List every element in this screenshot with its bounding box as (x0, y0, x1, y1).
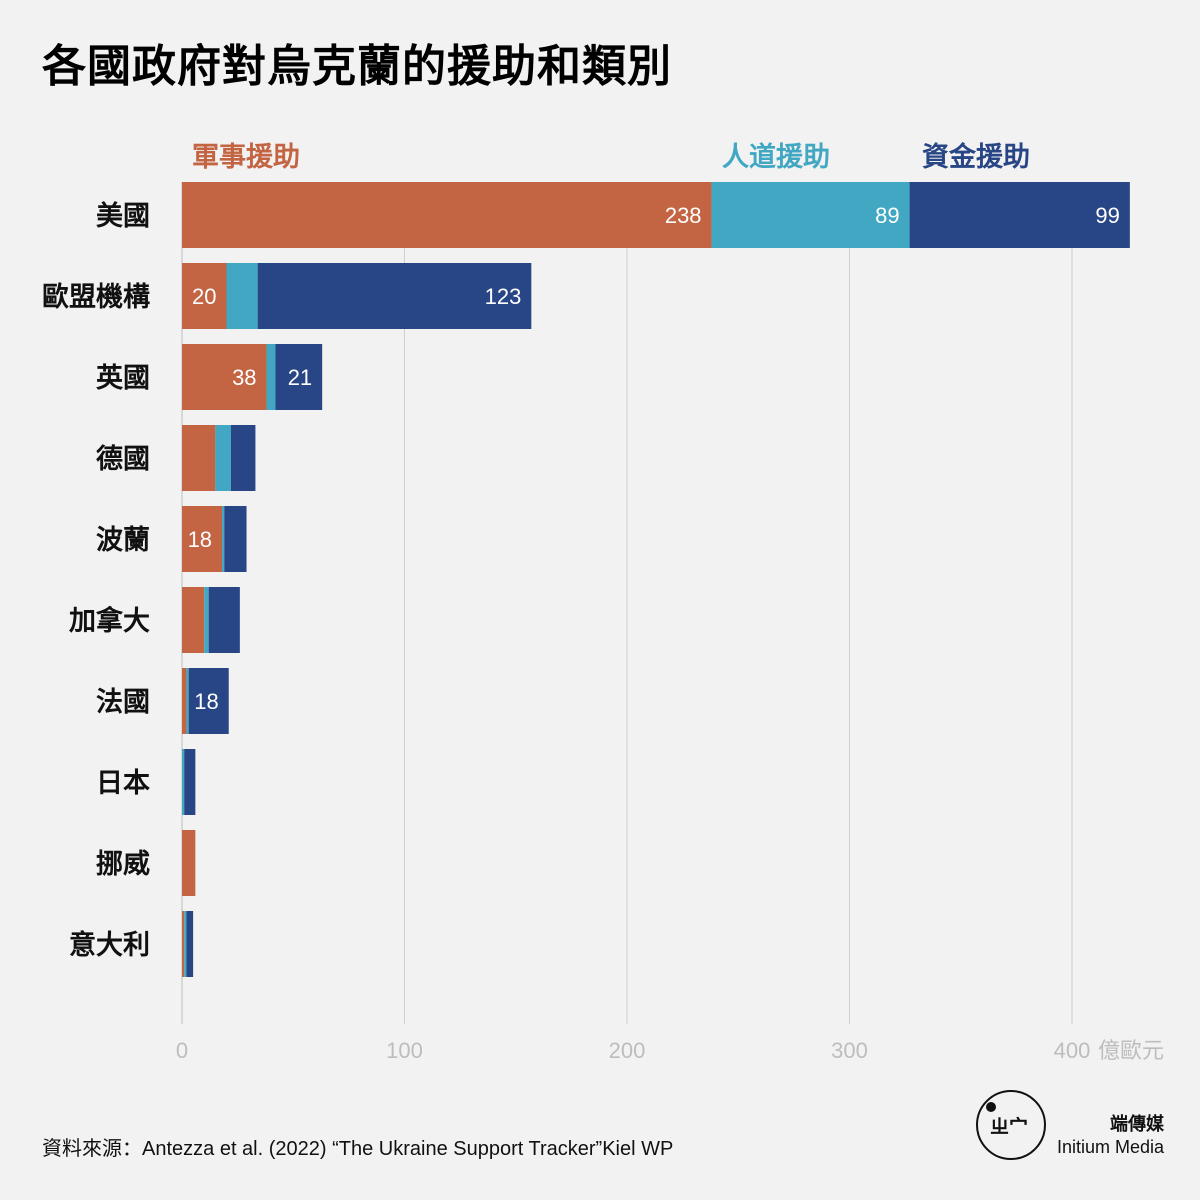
chart-title: 各國政府對烏克蘭的援助和類別 (42, 41, 672, 92)
bar-financial-3 (230, 425, 256, 491)
bar-military-2 (182, 344, 267, 410)
bar-military-6 (182, 668, 187, 734)
bar-military-3 (182, 425, 216, 491)
category-label-9: 意大利 (69, 929, 150, 961)
category-label-7: 日本 (96, 768, 150, 799)
bar-label-financial-6: 18 (194, 689, 218, 714)
bar-financial-7 (184, 749, 196, 815)
bar-military-8 (182, 830, 196, 896)
bar-label-military-0: 238 (665, 203, 702, 228)
category-label-8: 挪威 (96, 849, 150, 880)
bar-humanitarian-1 (226, 263, 258, 329)
bar-financial-6 (188, 668, 229, 734)
bar-military-4 (182, 506, 223, 572)
bar-label-humanitarian-0: 89 (875, 203, 899, 228)
bar-label-financial-1: 123 (485, 284, 522, 309)
category-label-2: 英國 (96, 363, 150, 394)
category-label-3: 德國 (96, 444, 150, 475)
brand-name-cn: 端傳媒 (1110, 1114, 1164, 1135)
bar-label-military-1: 20 (192, 284, 216, 309)
bar-financial-4 (224, 506, 247, 572)
x-tick-label-200: 200 (609, 1038, 646, 1063)
bar-financial-1 (257, 263, 532, 329)
bar-financial-0 (909, 182, 1130, 248)
logo-dot-icon (986, 1102, 996, 1112)
legend-military: 軍事援助 (192, 142, 300, 173)
bar-label-financial-2: 21 (288, 365, 312, 390)
bar-label-military-2: 38 (232, 365, 256, 390)
x-tick-label-400: 400 (1054, 1038, 1091, 1063)
category-label-6: 法國 (96, 687, 150, 718)
bar-financial-5 (208, 587, 240, 653)
x-axis-unit: 億歐元 (1098, 1038, 1164, 1063)
bar-military-0 (182, 182, 712, 248)
bar-financial-2 (275, 344, 323, 410)
bar-label-military-4: 18 (188, 527, 212, 552)
source-note: 資料來源：Antezza et al. (2022) “The Ukraine … (42, 1138, 674, 1160)
x-axis: 0 100 200 300 400 億歐元 (176, 1038, 1164, 1063)
x-tick-label-300: 300 (831, 1038, 868, 1063)
category-label-1: 歐盟機構 (42, 282, 150, 313)
brand-logo: ㄓ宀 端傳媒 Initium Media (976, 1090, 1176, 1170)
bar-military-9 (182, 911, 185, 977)
logo-mark: ㄓ宀 (990, 1116, 1029, 1138)
x-tick-label-100: 100 (386, 1038, 423, 1063)
bar-military-1 (182, 263, 227, 329)
category-label-4: 波蘭 (96, 525, 150, 556)
bar-humanitarian-7 (182, 749, 185, 815)
brand-name-en: Initium Media (1056, 1137, 1164, 1157)
logo-circle-icon: ㄓ宀 (976, 1090, 1046, 1160)
bar-military-5 (182, 587, 205, 653)
bars: 238 89 99 20 123 38 21 18 18 (182, 182, 1130, 977)
legend: 軍事援助 人道援助 資金援助 (192, 141, 1030, 173)
bar-humanitarian-2 (266, 344, 276, 410)
x-tick-label-0: 0 (176, 1038, 188, 1063)
bar-humanitarian-0 (711, 182, 910, 248)
category-label-0: 美國 (96, 200, 150, 232)
legend-financial: 資金援助 (922, 141, 1030, 173)
bar-financial-9 (186, 911, 194, 977)
bar-label-financial-0: 99 (1095, 203, 1119, 228)
legend-humanitarian: 人道援助 (722, 141, 830, 173)
category-label-5: 加拿大 (69, 605, 150, 637)
bar-humanitarian-5 (204, 587, 209, 653)
bar-humanitarian-4 (222, 506, 225, 572)
bar-humanitarian-6 (186, 668, 189, 734)
bar-humanitarian-3 (215, 425, 231, 491)
bar-humanitarian-9 (184, 911, 187, 977)
